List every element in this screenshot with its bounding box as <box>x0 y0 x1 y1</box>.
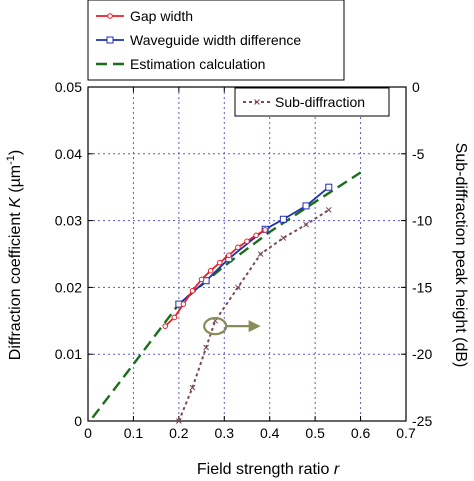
x-axis-label-var: r <box>334 461 340 478</box>
x-axis-label: Field strength ratio r <box>197 461 340 478</box>
data-point-stroke <box>176 418 182 424</box>
x-tick-label: 0.3 <box>215 425 235 441</box>
data-point <box>279 215 287 223</box>
plot-frame <box>87 86 407 422</box>
x-tick-label: 0.2 <box>169 425 189 441</box>
data-point <box>106 36 114 44</box>
series-layer <box>91 171 362 424</box>
data-point <box>203 344 209 351</box>
data-point-stroke <box>303 221 309 228</box>
y-left-label-unit: (µm <box>7 165 24 197</box>
data-point <box>216 259 223 266</box>
y-right-tick-label: -20 <box>412 346 432 362</box>
legend-entry: Sub-diffraction <box>243 94 365 110</box>
data-point <box>176 418 182 424</box>
data-point-stroke <box>189 384 196 391</box>
y-right-tick-label: -10 <box>412 213 432 229</box>
annotation-arrow-head <box>248 320 261 333</box>
data-point <box>235 244 241 251</box>
series-estimation-calculation <box>91 171 362 419</box>
data-point <box>303 221 309 228</box>
legend-label: Gap width <box>130 8 193 24</box>
data-point <box>189 384 196 391</box>
data-point <box>180 301 187 307</box>
data-point <box>207 267 214 274</box>
x-tick-label: 0.7 <box>396 425 416 441</box>
data-point <box>189 287 196 294</box>
data-point <box>253 232 259 239</box>
data-point <box>257 251 264 257</box>
series-line <box>177 209 330 422</box>
y-left-tick-label: 0 <box>74 413 82 429</box>
data-point <box>262 227 268 233</box>
legend-label: Estimation calculation <box>130 56 265 72</box>
y-left-label-text: Diffraction coefficient <box>7 208 24 360</box>
y-left-label-close: ) <box>7 150 24 155</box>
data-point <box>198 276 205 283</box>
legend-label: Sub-diffraction <box>275 94 365 110</box>
grid <box>88 87 406 421</box>
x-tick-label: 0 <box>84 425 92 441</box>
data-point <box>235 284 241 291</box>
series-gap-width <box>162 227 268 329</box>
x-tick-label: 0.6 <box>351 425 371 441</box>
data-point-stroke <box>235 284 241 291</box>
data-point-stroke <box>325 207 332 213</box>
data-point <box>325 183 333 191</box>
x-tick-label: 0.4 <box>260 425 280 441</box>
legend-right: Sub-diffraction <box>234 87 390 117</box>
y-left-axis-label: Diffraction coefficient K (µm-1) <box>5 150 24 360</box>
legend-entry: Waveguide width difference <box>96 32 301 48</box>
plot-area <box>88 87 406 421</box>
axes <box>87 86 407 422</box>
legend-entry: Gap width <box>96 8 193 24</box>
x-axis-label-text: Field strength ratio <box>197 461 334 478</box>
legend-box <box>234 87 390 117</box>
y-left-tick-label: 0.01 <box>55 346 82 362</box>
y-right-tick-label: -5 <box>412 146 425 162</box>
data-point <box>171 314 178 321</box>
data-point <box>280 235 287 241</box>
legend-box <box>87 0 345 81</box>
series-line <box>91 171 362 419</box>
legend-top: Gap width Waveguide width difference Estim… <box>87 0 345 81</box>
x-tick-label: 0.1 <box>124 425 144 441</box>
data-point-stroke <box>257 251 264 257</box>
x-tick-label: 0.5 <box>305 425 325 441</box>
y-left-tick-label: 0.05 <box>55 79 82 95</box>
y-right-tick-label: -15 <box>412 279 432 295</box>
annotation <box>203 317 261 336</box>
data-point-stroke <box>280 235 287 241</box>
data-point <box>162 323 169 329</box>
tick-labels: 0 0.1 0.2 0.3 0.4 0.5 0.6 0.7 0 0.01 0.02 0.03 0.04 0… <box>55 79 433 441</box>
data-point-stroke <box>254 99 260 105</box>
y-right-tick-label: 0 <box>412 79 420 95</box>
y-right-tick-label: -25 <box>412 413 432 429</box>
legend-label: Waveguide width difference <box>130 32 301 48</box>
y-left-tick-label: 0.04 <box>55 146 82 162</box>
y-left-tick-label: 0.03 <box>55 213 82 229</box>
data-point <box>107 13 113 19</box>
y-right-axis-label: Sub-diffraction peak height (dB) <box>452 143 469 368</box>
y-left-label-var: K <box>7 196 24 208</box>
data-point <box>302 202 310 210</box>
y-left-label-exp: -1 <box>5 155 17 165</box>
data-point <box>244 238 250 245</box>
data-point <box>254 99 260 105</box>
legend-entry: Estimation calculation <box>96 56 265 72</box>
data-point-stroke <box>203 344 209 351</box>
data-point <box>325 207 332 213</box>
data-point <box>226 252 232 259</box>
y-left-tick-label: 0.02 <box>55 279 82 295</box>
